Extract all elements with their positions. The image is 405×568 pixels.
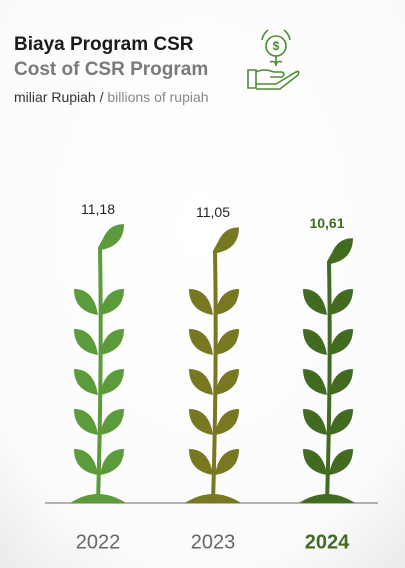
background	[0, 0, 405, 568]
svg-text:$: $	[273, 39, 280, 53]
x-tick-label: 2024	[305, 531, 350, 553]
x-tick-label: 2022	[76, 531, 121, 553]
value-label: 11,18	[81, 201, 115, 217]
chart: Biaya Program CSR Cost of CSR Program mi…	[0, 0, 405, 568]
unit-label: miliar Rupiah / billions of rupiah	[14, 89, 209, 105]
chart-subtitle: Cost of CSR Program	[14, 59, 208, 80]
value-label: 10,61	[309, 215, 344, 231]
x-tick-label: 2023	[191, 531, 236, 553]
page: Biaya Program CSR Cost of CSR Program mi…	[0, 0, 405, 568]
chart-title: Biaya Program CSR	[14, 34, 194, 55]
value-label: 11,05	[196, 204, 230, 220]
unit-en: billions of rupiah	[107, 89, 208, 105]
unit: miliar Rupiah /	[14, 89, 104, 105]
